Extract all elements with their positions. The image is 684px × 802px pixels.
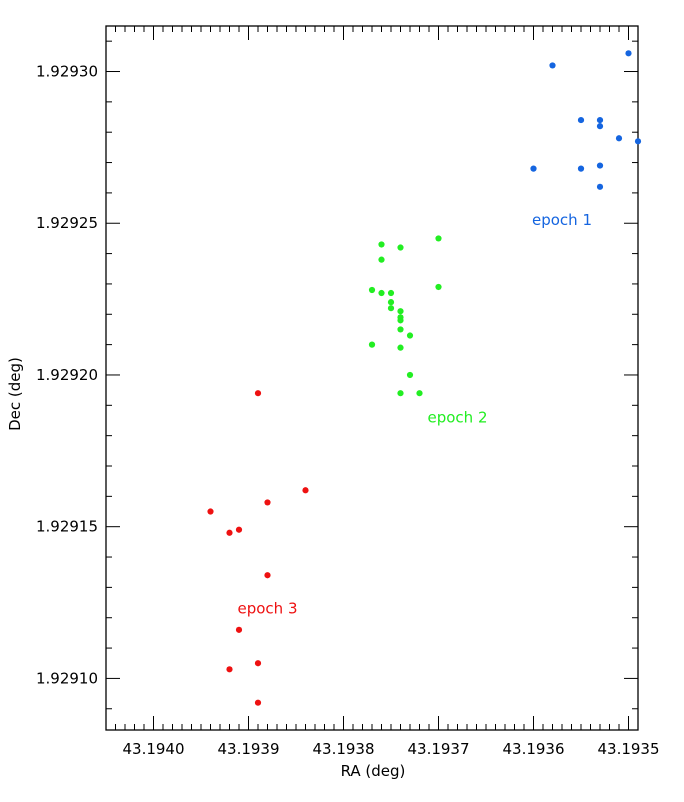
data-point [226,529,233,536]
data-point [549,62,556,69]
data-point [397,308,404,315]
data-point [416,390,423,397]
axes: 43.1940 43.1939 43.1938 43.1937 43.1936 43.19… [36,25,660,758]
series-label: epoch 2 [428,408,488,426]
x-tick-label: 43.1935 [597,740,659,758]
data-points [207,50,642,706]
data-point [226,666,233,673]
data-point [397,326,404,333]
y-tick-label: 1.92925 [36,214,98,232]
data-point [378,241,385,248]
data-point [254,390,262,397]
series-label: epoch 1 [532,211,592,229]
y-tick-label: 1.92920 [36,366,98,384]
data-point [235,626,243,633]
data-point [254,699,262,706]
data-point [378,289,385,297]
data-point [207,508,214,515]
data-point [368,286,376,294]
x-tick-label: 43.1939 [217,740,279,758]
data-point [397,390,404,397]
data-point [596,116,604,124]
x-tick-label: 43.1938 [312,740,374,758]
x-tick-label: 43.1940 [122,740,184,758]
data-point [254,660,262,667]
series-labels: epoch 1 epoch 2 epoch 3 [238,211,593,617]
data-point [615,135,623,142]
data-point [435,283,442,291]
data-point [387,305,395,312]
data-point [596,162,604,169]
y-tick-label: 1.92910 [36,669,98,687]
y-tick-label: 1.92915 [36,518,98,536]
data-point [625,50,632,57]
data-point [596,123,604,130]
data-point [264,499,271,506]
y-tick-label: 1.92930 [36,63,98,81]
data-point [634,138,642,145]
data-point [397,344,404,351]
data-point [302,487,309,494]
plot-frame [105,25,639,731]
data-point [387,299,395,306]
data-point [235,526,243,533]
data-point [406,371,414,379]
data-point [264,572,271,579]
data-point [596,183,604,190]
data-point [378,256,385,263]
x-tick-label: 43.1936 [502,740,564,758]
data-point [406,332,414,339]
data-point [577,165,585,172]
x-tick-label: 43.1937 [407,740,469,758]
y-axis-title: Dec (deg) [6,357,24,431]
x-axis-title: RA (deg) [341,762,406,780]
data-point [387,289,395,297]
data-point [530,165,537,172]
series-label: epoch 3 [238,600,298,618]
data-point [577,116,585,124]
data-point [368,341,376,348]
data-point [397,244,404,251]
data-point [397,317,404,324]
data-point [435,235,442,242]
